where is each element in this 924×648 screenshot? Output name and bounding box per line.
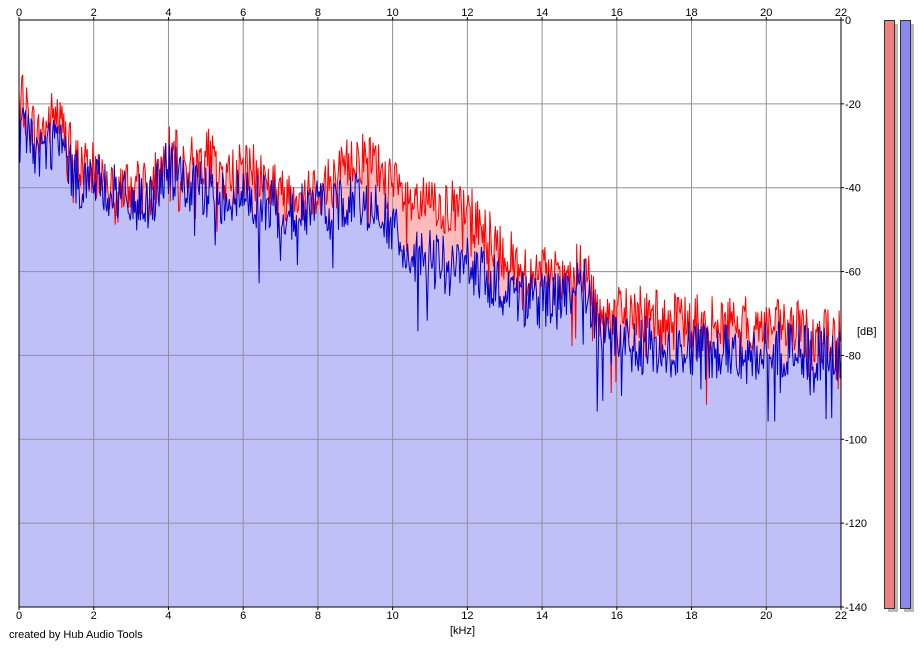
x-tick-top-10: 20: [760, 7, 772, 19]
x-tick-bottom-0: 0: [16, 610, 22, 622]
x-tick-top-4: 8: [315, 7, 321, 19]
x-tick-top-0: 0: [16, 7, 22, 19]
x-tick-bottom-8: 16: [611, 610, 623, 622]
x-tick-bottom-5: 10: [387, 610, 399, 622]
plot-border: [18, 19, 842, 608]
y-axis-label: [dB]: [857, 326, 877, 338]
x-tick-top-8: 16: [611, 7, 623, 19]
x-tick-bottom-11: 22: [835, 610, 847, 622]
y-tick-7: -140: [845, 602, 867, 614]
x-tick-top-5: 10: [387, 7, 399, 19]
right-channel-meter: [900, 20, 911, 609]
x-tick-bottom-4: 8: [315, 610, 321, 622]
y-tick-6: -120: [845, 518, 867, 530]
x-tick-bottom-10: 20: [760, 610, 772, 622]
series-blue-line: [18, 97, 842, 422]
x-tick-top-11: 22: [835, 7, 847, 19]
x-tick-bottom-3: 6: [240, 610, 246, 622]
left-channel-meter: [884, 20, 895, 609]
x-tick-bottom-9: 18: [685, 610, 697, 622]
y-tick-3: -60: [845, 267, 861, 279]
x-tick-top-2: 4: [165, 7, 171, 19]
x-tick-top-3: 6: [240, 7, 246, 19]
x-tick-top-7: 14: [536, 7, 548, 19]
x-tick-top-6: 12: [461, 7, 473, 19]
y-tick-5: -100: [845, 434, 867, 446]
x-tick-bottom-6: 12: [461, 610, 473, 622]
y-tick-0: 0: [845, 15, 851, 27]
y-tick-1: -20: [845, 99, 861, 111]
y-tick-4: -80: [845, 350, 861, 362]
x-tick-bottom-1: 2: [91, 610, 97, 622]
credit-text: created by Hub Audio Tools: [9, 629, 143, 641]
x-tick-top-1: 2: [91, 7, 97, 19]
x-tick-bottom-7: 14: [536, 610, 548, 622]
axis-ticks: 002244668810101212141416161818202022220-…: [16, 7, 867, 622]
spectrum-lines: [18, 74, 842, 422]
x-axis-label: [kHz]: [450, 625, 475, 637]
y-tick-2: -40: [845, 183, 861, 195]
x-tick-bottom-2: 4: [165, 610, 171, 622]
series-blue-fill: [19, 97, 841, 607]
x-tick-top-9: 18: [685, 7, 697, 19]
